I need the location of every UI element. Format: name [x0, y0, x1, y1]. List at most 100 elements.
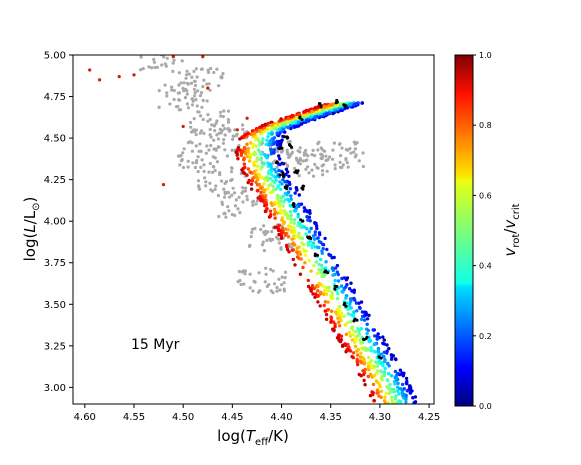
ms-star-point — [298, 272, 303, 276]
gray-star-point — [179, 81, 183, 85]
ms-star-point — [362, 372, 366, 377]
ms-star-point — [303, 112, 307, 117]
gray-star-point — [287, 155, 291, 160]
y-tick-label: 5.00 — [44, 51, 66, 62]
x-axis-ticks: 4.60 4.55 4.50 4.45 4.40 4.35 4.30 4.25 — [74, 404, 440, 423]
ms-star-point — [335, 270, 339, 274]
x-tick-label: 4.25 — [418, 412, 440, 423]
ms-star-point — [289, 194, 293, 198]
ms-star-point — [277, 205, 282, 209]
gray-star-point — [197, 110, 201, 114]
ms-star-point — [255, 136, 260, 141]
ms-star-point — [297, 231, 301, 236]
ms-star-point — [277, 127, 281, 132]
ms-star-point — [399, 387, 403, 391]
ms-star-point — [247, 178, 251, 183]
gray-star-point — [208, 88, 212, 92]
gray-star-point — [269, 239, 273, 243]
ms-star-point — [286, 197, 290, 202]
ms-star-point — [290, 119, 295, 124]
ms-star-point — [277, 227, 281, 231]
ms-star-point — [271, 184, 275, 189]
black-track-point — [326, 271, 330, 275]
gray-star-point — [264, 266, 268, 270]
ms-star-point — [281, 226, 285, 230]
ms-star-point — [266, 123, 270, 127]
ms-star-point — [381, 335, 385, 339]
gray-star-point — [331, 157, 335, 161]
ms-star-point — [333, 278, 337, 283]
ms-star-point — [350, 332, 355, 336]
ms-star-point — [246, 167, 250, 171]
y-axis-ticks: 3.00 3.25 3.50 3.75 4.00 4.25 4.50 4.75 5.00 — [44, 51, 73, 394]
gray-star-point — [190, 149, 194, 153]
red-star-point — [88, 68, 92, 72]
ms-star-point — [351, 313, 355, 317]
ms-star-point — [309, 287, 313, 291]
ms-star-point — [323, 266, 328, 270]
gray-star-point — [185, 102, 189, 106]
ms-star-point — [293, 191, 297, 195]
y-tick-label: 3.25 — [44, 341, 66, 352]
black-track-point — [335, 98, 339, 102]
gray-star-point — [186, 165, 190, 169]
gray-star-point — [206, 113, 210, 117]
ms-star-point — [394, 401, 398, 404]
gray-star-point — [225, 154, 229, 158]
black-track-point — [281, 171, 285, 175]
gray-star-point — [186, 106, 191, 110]
gray-star-point — [171, 61, 175, 65]
gray-star-point — [344, 156, 348, 161]
gray-star-point — [243, 189, 247, 193]
gray-star-point — [231, 137, 235, 141]
y-tick-label: 4.00 — [44, 217, 66, 228]
ms-star-point — [397, 399, 401, 403]
ms-star-point — [302, 242, 306, 247]
gray-star-point — [231, 186, 235, 190]
ms-star-point — [270, 123, 274, 127]
gray-star-point — [196, 89, 200, 93]
gray-star-point — [252, 279, 256, 283]
gray-star-point — [199, 165, 203, 169]
gray-star-point — [202, 169, 206, 173]
ms-star-point — [341, 290, 345, 294]
ms-star-point — [249, 187, 254, 191]
ms-star-point — [310, 284, 315, 288]
gray-star-point — [352, 150, 356, 154]
gray-star-point — [339, 154, 343, 158]
ms-star-point — [316, 115, 320, 119]
ms-star-point — [380, 375, 384, 379]
gray-star-point — [283, 270, 288, 274]
ms-star-point — [265, 187, 270, 191]
gray-star-point — [338, 142, 342, 146]
gray-star-point — [215, 67, 219, 71]
gray-star-point — [251, 203, 255, 207]
gray-star-point — [224, 215, 228, 219]
ms-star-point — [251, 145, 255, 150]
gray-star-point — [332, 141, 336, 145]
gray-star-point — [203, 176, 207, 180]
ms-star-point — [376, 349, 381, 354]
black-track-point — [278, 173, 282, 177]
gray-star-point — [152, 57, 156, 62]
ms-star-point — [383, 359, 387, 364]
gray-star-point — [282, 287, 286, 291]
ms-star-point — [315, 226, 319, 231]
ms-star-point — [362, 362, 366, 366]
ms-star-point — [346, 307, 350, 312]
ms-star-point — [316, 289, 320, 293]
gray-star-point — [163, 83, 167, 87]
ms-star-point — [236, 157, 240, 161]
ms-star-point — [321, 243, 326, 247]
ms-star-point — [313, 237, 317, 241]
ms-star-point — [306, 218, 310, 222]
ms-star-point — [367, 367, 371, 372]
ms-star-point — [362, 378, 366, 383]
gray-star-point — [261, 240, 265, 244]
ms-star-point — [396, 377, 400, 382]
ms-star-point — [320, 267, 324, 272]
gray-star-point — [165, 94, 169, 98]
gray-star-point — [181, 86, 185, 90]
ms-star-point — [329, 316, 334, 320]
ms-star-point — [330, 266, 335, 270]
